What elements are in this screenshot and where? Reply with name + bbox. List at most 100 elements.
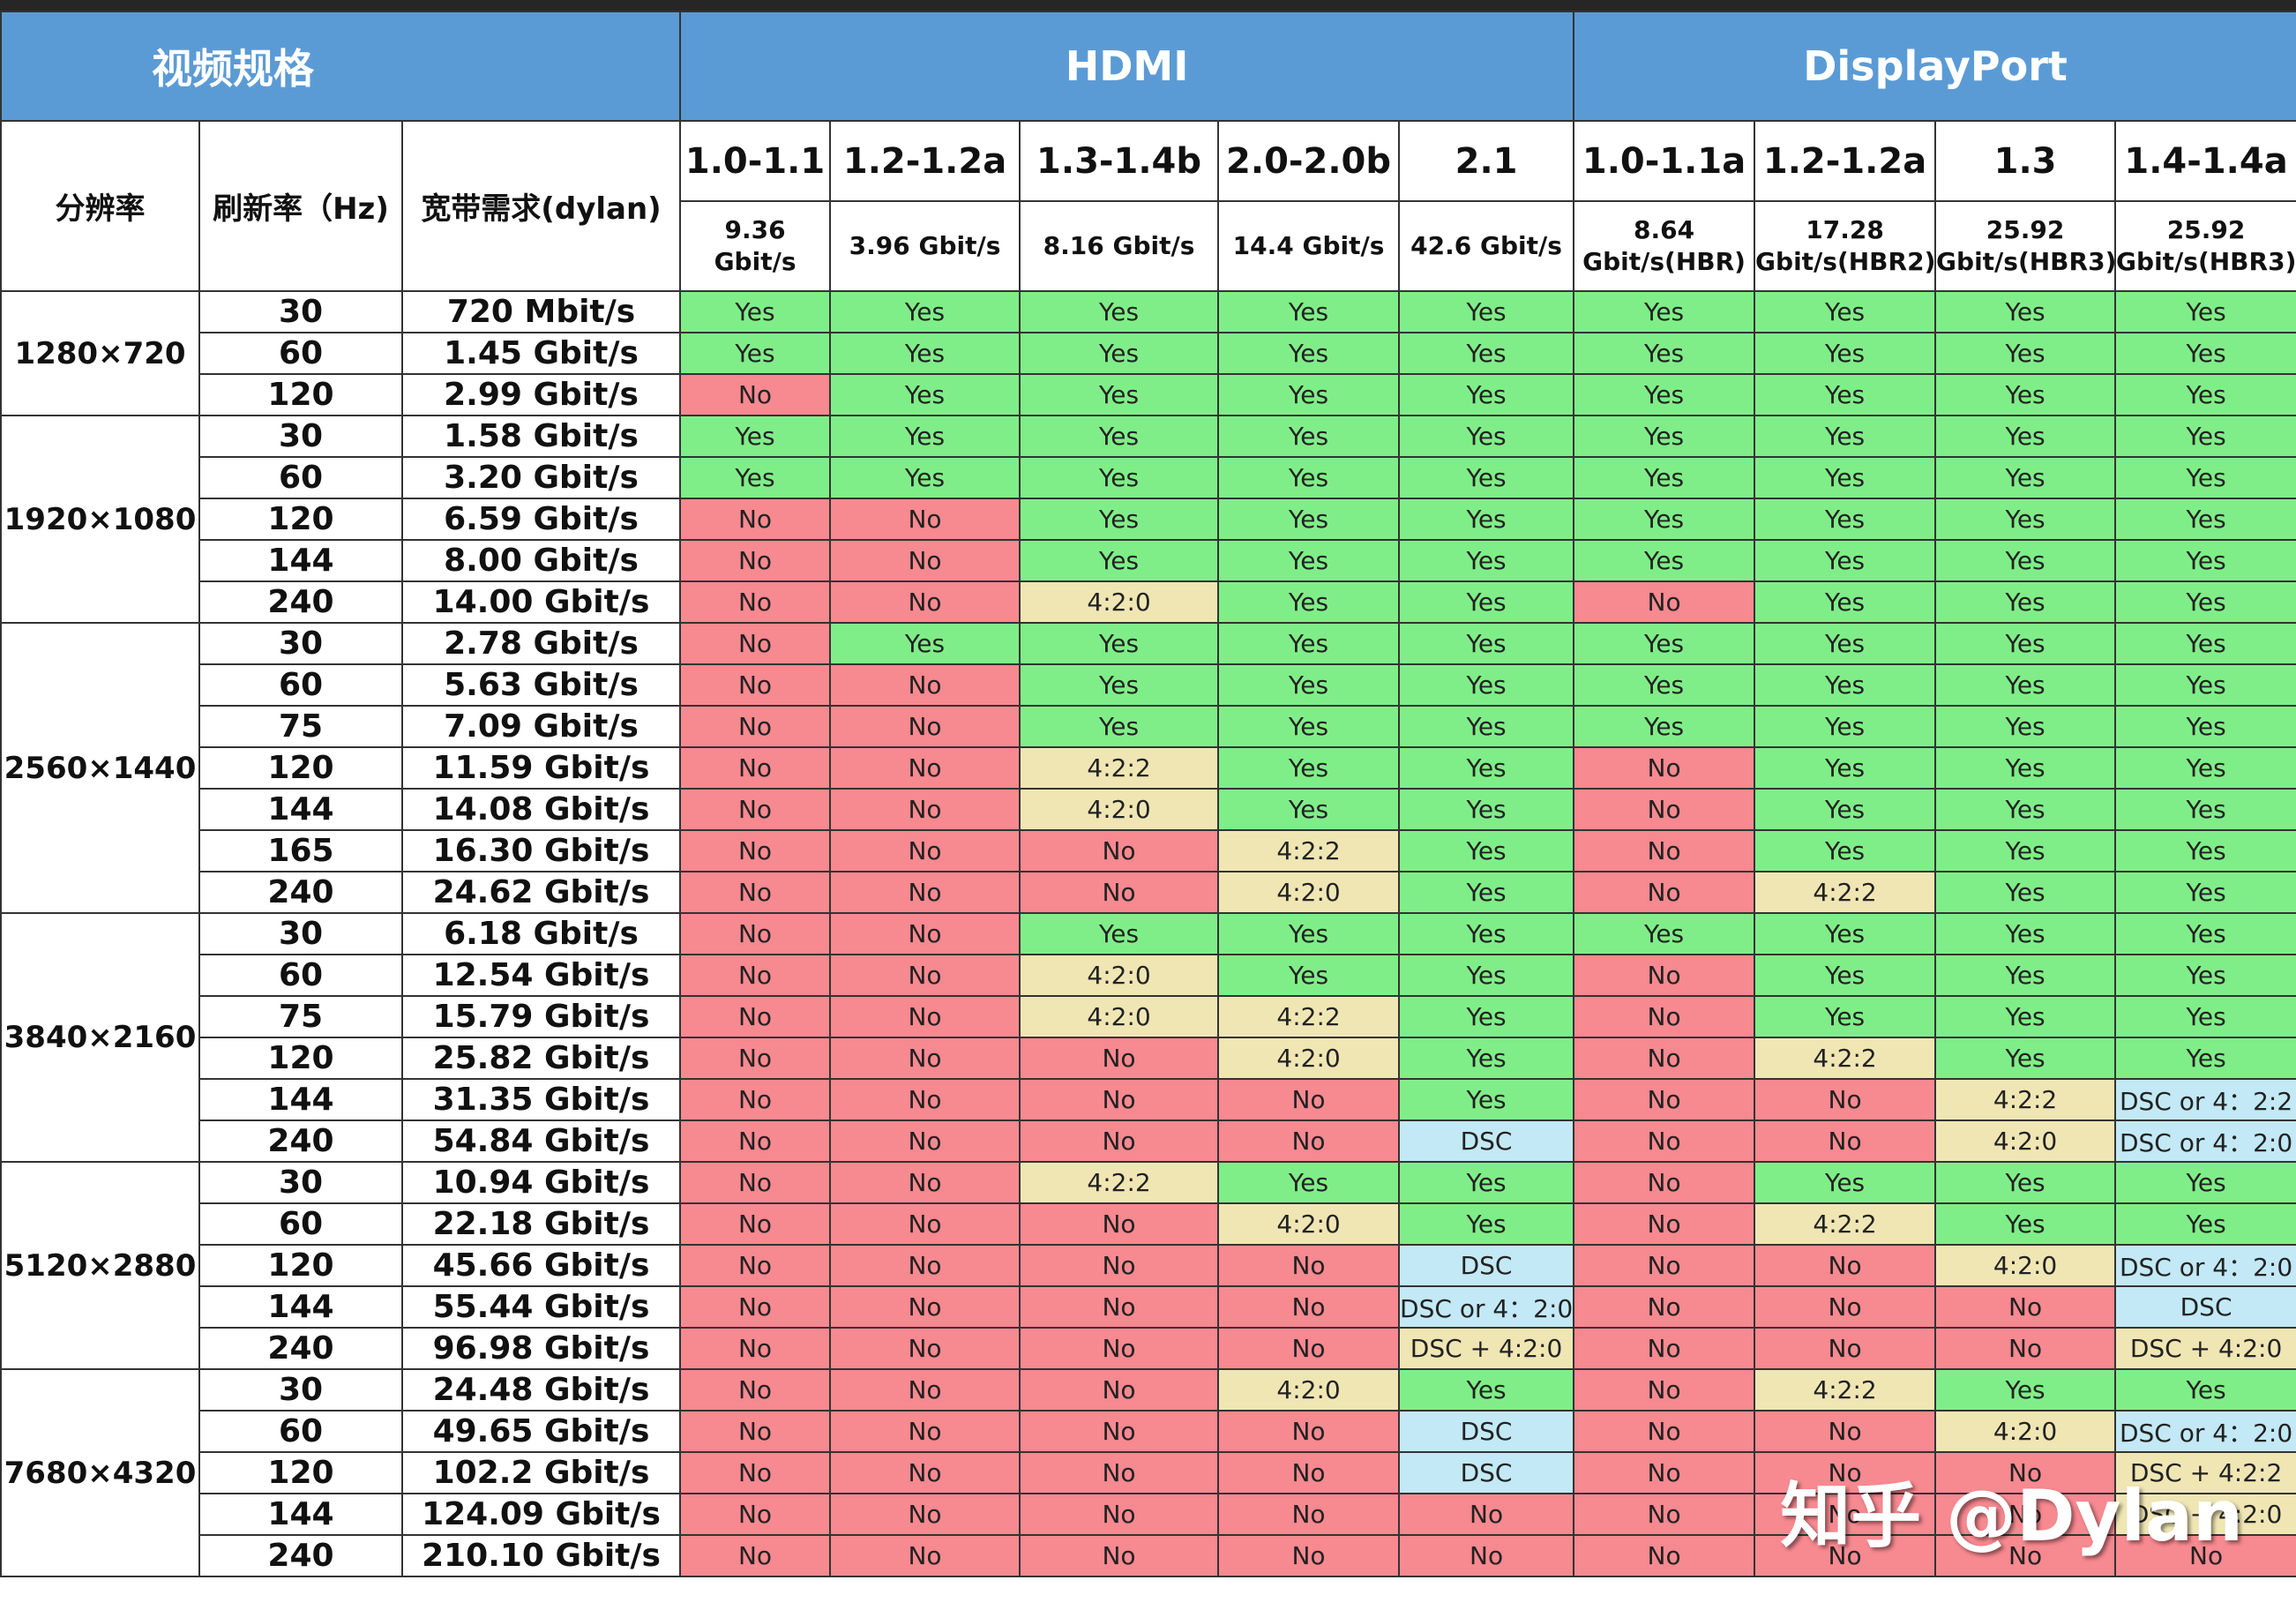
dp-support-cell: No	[2114, 1534, 2296, 1577]
hdmi-support-cell: Yes	[679, 415, 832, 458]
hdmi-support-cell: No	[679, 705, 832, 748]
bandwidth-cell: 55.44 Gbit/s	[400, 1285, 682, 1329]
hdmi-support-cell: Yes	[1398, 829, 1575, 872]
hdmi-support-cell: 4:2:0	[1217, 1202, 1401, 1246]
hdmi-support-cell: No	[679, 1327, 832, 1370]
table-body: 1280×720 30 720 Mbit/s Yes Yes Yes Yes Yes Yes Ye…	[0, 290, 2296, 1577]
hdmi-support-cell: No	[1398, 1493, 1575, 1536]
hdmi-support-cell: Yes	[1398, 498, 1575, 541]
dp-support-cell: Yes	[1934, 1368, 2117, 1412]
dp-version: 1.2-1.2a	[1754, 120, 1937, 202]
dp-support-cell: No	[1573, 1120, 1756, 1163]
dp-support-cell: Yes	[2114, 498, 2296, 541]
dp-support-cell: Yes	[1754, 373, 1937, 416]
hdmi-support-cell: No	[679, 539, 832, 582]
hdmi-support-cell: No	[829, 539, 1021, 582]
hdmi-support-cell: No	[1217, 1120, 1401, 1163]
dp-support-cell: Yes	[1934, 622, 2117, 665]
dp-support-cell: Yes	[1934, 705, 2117, 748]
refresh-rate-cell: 120	[198, 498, 403, 541]
dp-support-cell: Yes	[1754, 539, 1937, 582]
hdmi-support-cell: No	[829, 1534, 1021, 1577]
dp-support-cell: Yes	[1573, 539, 1756, 582]
hdmi-support-cell: Yes	[1217, 539, 1401, 582]
dp-bandwidth-unit: Gbit/s(HBR)	[1582, 247, 1746, 276]
hdmi-support-cell: No	[1019, 1078, 1220, 1121]
bandwidth-cell: 22.18 Gbit/s	[400, 1202, 682, 1246]
refresh-rate-cell: 240	[198, 1120, 403, 1163]
hdmi-support-cell: Yes	[1019, 539, 1220, 582]
dp-support-cell: Yes	[2114, 415, 2296, 458]
hdmi-support-cell: 4:2:0	[1019, 954, 1220, 997]
table-row: 7680×4320 30 24.48 Gbit/s No No No 4:2:0 Yes No 4…	[0, 1368, 2296, 1577]
dp-support-cell: Yes	[1934, 415, 2117, 458]
table-row: 60 3.20 Gbit/s Yes Yes Yes Yes Yes Yes Yes Yes Yes	[1, 456, 2296, 499]
hdmi-support-cell: No	[1019, 1037, 1220, 1080]
hdmi-support-cell: No	[829, 1368, 1021, 1412]
dp-support-cell: Yes	[1573, 290, 1756, 333]
refresh-rate-cell: 30	[198, 1161, 403, 1204]
resolution-cell: 7680×4320	[0, 1368, 200, 1577]
hdmi-support-cell: No	[1019, 829, 1220, 872]
hdmi-support-cell: Yes	[1398, 373, 1575, 416]
hdmi-support-cell: Yes	[1398, 456, 1575, 499]
hdmi-support-cell: Yes	[1217, 954, 1401, 997]
hdmi-version: 1.3-1.4b	[1019, 120, 1220, 202]
dp-support-cell: No	[1573, 1285, 1756, 1329]
bandwidth-cell: 2.78 Gbit/s	[400, 622, 682, 665]
dp-support-cell: No	[1573, 1327, 1756, 1370]
dp-bandwidth-unit: Gbit/s(HBR3)	[2116, 247, 2296, 276]
resolution-cell: 2560×1440	[0, 622, 200, 914]
hdmi-support-cell: Yes	[1398, 1161, 1575, 1204]
hdmi-support-cell: No	[829, 1285, 1021, 1329]
hdmi-support-cell: No	[829, 829, 1021, 872]
hdmi-support-cell: No	[1217, 1410, 1401, 1453]
table-row: 2560×1440 30 2.78 Gbit/s No Yes Yes Yes Yes Yes Y…	[0, 622, 2296, 914]
dp-support-cell: Yes	[1934, 290, 2117, 333]
hdmi-support-cell: Yes	[1398, 746, 1575, 790]
hdmi-support-cell: DSC + 4:2:0	[1398, 1327, 1575, 1370]
bandwidth-cell: 6.59 Gbit/s	[400, 498, 682, 541]
bandwidth-cell: 15.79 Gbit/s	[400, 995, 682, 1038]
hdmi-header: HDMI	[679, 11, 1575, 122]
bandwidth-cell: 8.00 Gbit/s	[400, 539, 682, 582]
table-row: 60 5.63 Gbit/s No No Yes Yes Yes Yes Yes Yes Yes	[1, 663, 2296, 707]
dp-support-cell: No	[1573, 1534, 1756, 1577]
hdmi-support-cell: No	[679, 788, 832, 831]
dp-support-cell: Yes	[1754, 912, 1937, 955]
dp-support-cell: Yes	[2114, 663, 2296, 707]
dp-support-cell: 4:2:2	[1754, 1037, 1937, 1080]
dp-support-cell: No	[1573, 995, 1756, 1038]
dp-support-cell: Yes	[2114, 1368, 2296, 1412]
table-row: 60 49.65 Gbit/s No No No No DSC No No 4:2:0 DSC or…	[1, 1410, 2296, 1453]
hdmi-support-cell: No	[829, 1244, 1021, 1287]
hdmi-support-cell: Yes	[1019, 415, 1220, 458]
resolution-cell: 3840×2160	[0, 912, 200, 1163]
dp-support-cell: Yes	[2114, 788, 2296, 831]
dp-support-cell: Yes	[2114, 829, 2296, 872]
dp-support-cell: 4:2:2	[1754, 1368, 1937, 1412]
dp-bandwidth: 8.64 Gbit/s(HBR)	[1573, 200, 1756, 292]
hdmi-support-cell: 4:2:0	[1217, 871, 1401, 914]
table-row: 120 25.82 Gbit/s No No No 4:2:0 Yes No 4:2:2 Yes Y…	[1, 1037, 2296, 1080]
dp-support-cell: DSC or 4：2:0	[2114, 1410, 2296, 1453]
table-row: 240 210.10 Gbit/s No No No No No No No No No	[1, 1534, 2296, 1577]
refresh-rate-cell: 30	[198, 415, 403, 458]
dp-support-cell: Yes	[1934, 912, 2117, 955]
dp-version: 1.3	[1934, 120, 2117, 202]
dp-support-cell: No	[1573, 871, 1756, 914]
dp-support-cell: Yes	[1754, 954, 1937, 997]
hdmi-support-cell: Yes	[829, 373, 1021, 416]
refresh-rate-cell: 60	[198, 1202, 403, 1246]
resolution-cell: 5120×2880	[0, 1161, 200, 1370]
table-row: 75 7.09 Gbit/s No No Yes Yes Yes Yes Yes Yes Yes	[1, 705, 2296, 748]
bandwidth-column-header: 宽带需求(dylan)	[400, 120, 682, 292]
refresh-rate-cell: 120	[198, 746, 403, 790]
hdmi-support-cell: No	[679, 1534, 832, 1577]
hdmi-version: 2.0-2.0b	[1217, 120, 1401, 202]
dp-support-cell: Yes	[1934, 498, 2117, 541]
dp-support-cell: Yes	[1934, 829, 2117, 872]
table-row: 240 96.98 Gbit/s No No No No DSC + 4:2:0 No No No…	[1, 1327, 2296, 1370]
dp-support-cell: No	[1754, 1120, 1937, 1163]
hdmi-support-cell: No	[829, 1120, 1021, 1163]
